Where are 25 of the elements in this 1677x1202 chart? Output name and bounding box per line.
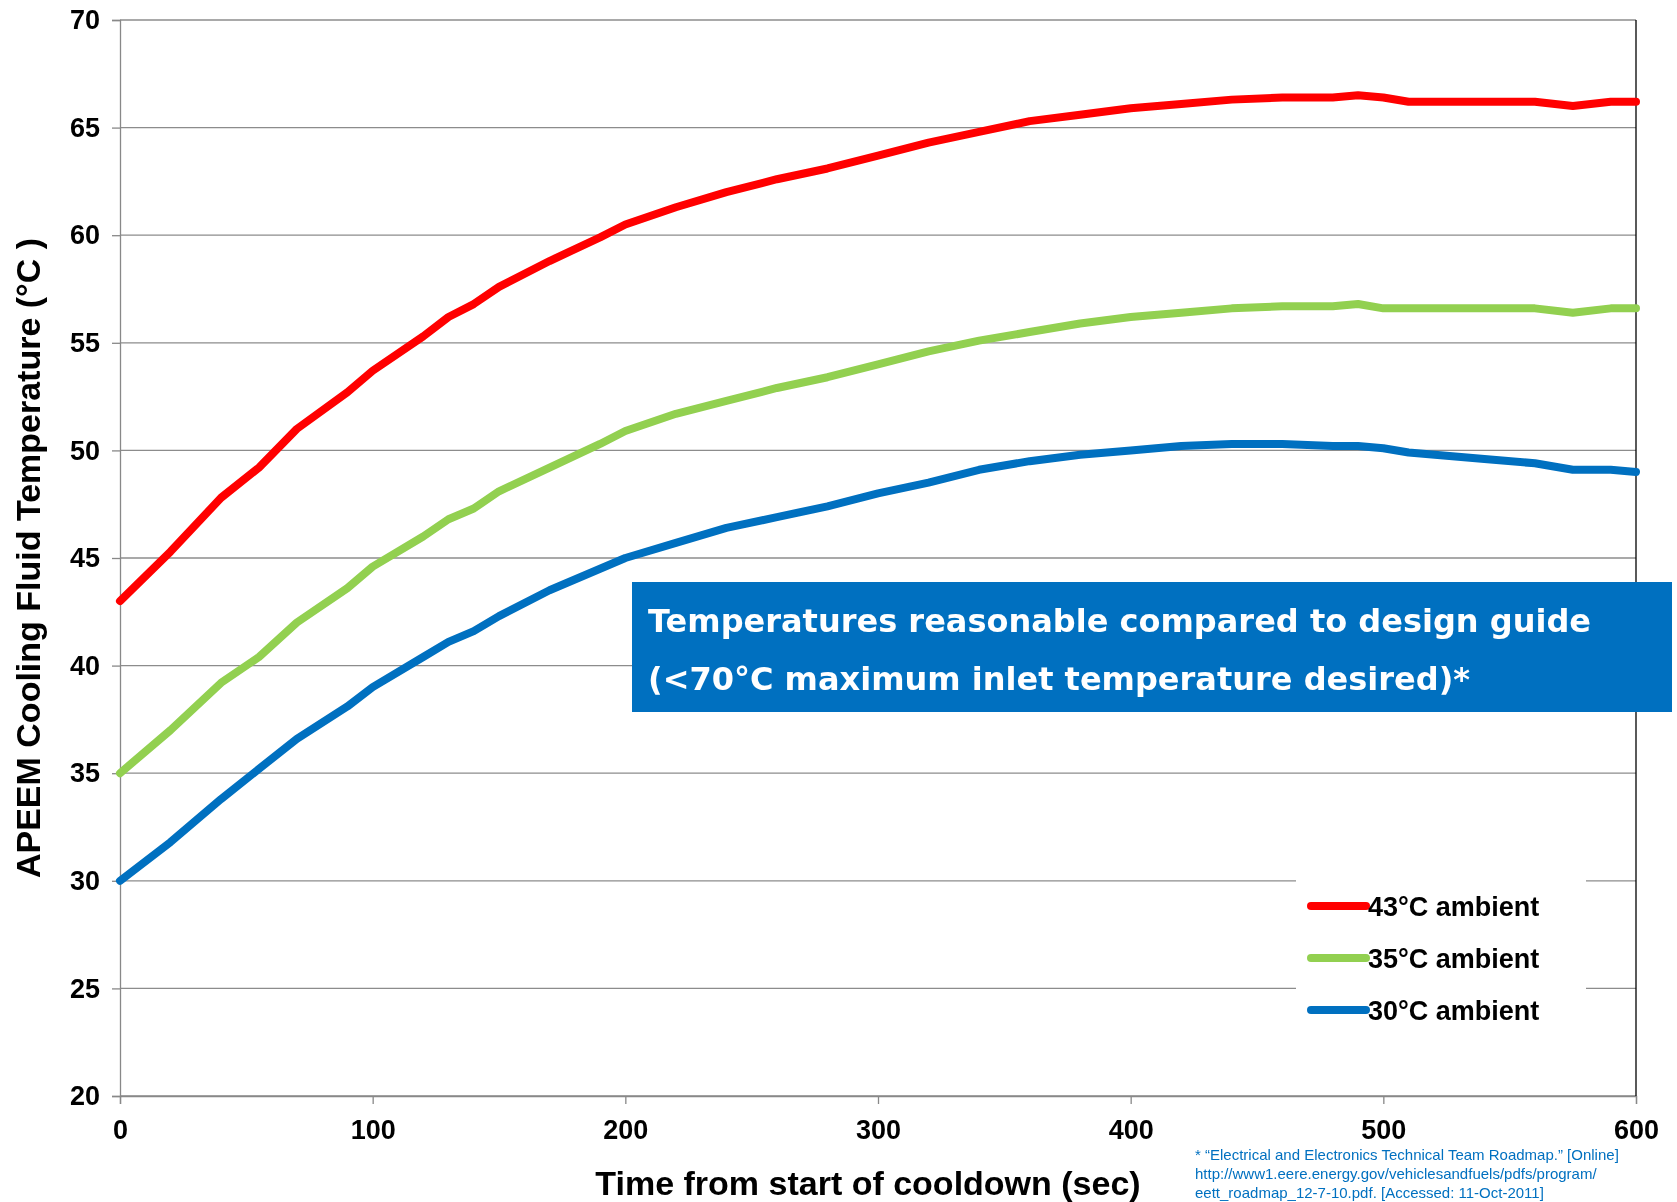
x-tick-label: 500: [1361, 1115, 1407, 1146]
y-tick-label: 25: [69, 973, 100, 1004]
y-tick-label: 20: [69, 1081, 100, 1112]
y-tick-label: 30: [69, 865, 100, 896]
legend-label: 43°C ambient: [1368, 892, 1540, 922]
annotation: Temperatures reasonable compared to design guide (<70°C maximum inlet temperature desired)*: [648, 602, 1592, 698]
y-tick-label: 60: [69, 220, 100, 251]
x-tick-label: 300: [855, 1115, 902, 1146]
y-tick-label: 45: [69, 543, 100, 574]
y-tick-label: 40: [69, 650, 100, 681]
y-axis-title: APEEM Cooling Fluid Temperature (°C ): [9, 237, 47, 879]
x-tick-label: 600: [1613, 1115, 1660, 1146]
x-tick-label: 200: [603, 1115, 649, 1146]
x-axis-title: Time from start of cooldown (sec): [595, 1164, 1141, 1202]
y-tick-label: 35: [69, 758, 100, 789]
y-tick-label: 70: [69, 5, 100, 36]
x-tick-label: 400: [1108, 1115, 1154, 1146]
y-tick-label: 55: [69, 327, 100, 358]
x-tick-label: 0: [112, 1115, 129, 1146]
text: * “Electrical and Electronics Technical Team Roadmap.” [Online] http://www1.eere.energy.gov/vehiclesandfuels/pdfs/program/ eett_roadmap_12-7-10.pdf. [Accessed: 11-Oct-2011]: [1195, 1146, 1619, 1201]
y-tick-label: 65: [69, 112, 100, 143]
y-tick-label: 50: [69, 435, 100, 466]
legend-label: 35°C ambient: [1368, 944, 1540, 974]
x-tick-label: 100: [350, 1115, 396, 1146]
legend-label: 30°C ambient: [1368, 996, 1540, 1026]
